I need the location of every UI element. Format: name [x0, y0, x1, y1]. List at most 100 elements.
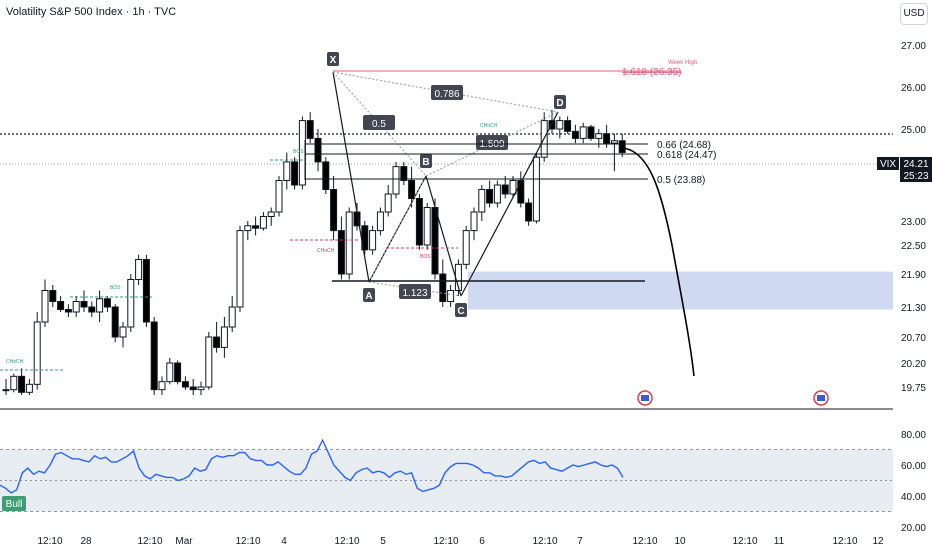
- symbol-tag: [877, 157, 899, 170]
- candle-down-body: [306, 120, 314, 139]
- candle: [564, 116, 572, 134]
- price-axis-tick: 20.20: [901, 359, 926, 370]
- candle: [64, 304, 72, 317]
- price-tag: [900, 157, 932, 182]
- candle: [205, 332, 213, 390]
- candle: [579, 122, 587, 144]
- candle: [400, 161, 408, 185]
- candle: [501, 176, 509, 199]
- time-axis-tick: 12:10: [235, 536, 260, 547]
- candle: [556, 116, 564, 139]
- candle-down-body: [548, 120, 556, 130]
- candle: [150, 317, 158, 395]
- candle-down-body: [103, 298, 111, 308]
- candle: [259, 212, 267, 231]
- ratio-badge: [363, 115, 395, 130]
- candle-down-body: [415, 198, 423, 246]
- bos-label: BOS: [420, 254, 431, 260]
- candle-up-body: [532, 156, 540, 222]
- symbol-tag-label: VIX: [880, 159, 896, 170]
- candle: [337, 216, 345, 280]
- rsi-axis-tick: 20.00: [901, 523, 926, 534]
- pattern-leg: [425, 175, 462, 297]
- candle: [431, 198, 439, 280]
- candle-up-body: [369, 230, 377, 251]
- candle: [166, 357, 174, 385]
- pattern-point-badge: [363, 288, 375, 302]
- price-axis-tick: 26.00: [901, 83, 926, 94]
- price-axis-tick: 21.90: [901, 270, 926, 281]
- candle-down-body: [88, 306, 96, 313]
- candle-down-body: [150, 321, 158, 391]
- pattern-point-badge: [420, 154, 432, 168]
- candle: [10, 373, 18, 393]
- time-axis-tick: 5: [380, 536, 386, 547]
- candle: [283, 152, 291, 190]
- choch-label: CHoCH: [317, 248, 335, 254]
- time-axis-tick: 12:10: [732, 536, 757, 547]
- bull-badge: [2, 496, 26, 511]
- candle: [548, 110, 556, 134]
- candle-down-body: [431, 207, 439, 275]
- candle: [96, 290, 104, 322]
- candle-down-body: [525, 202, 533, 222]
- candle: [486, 180, 494, 208]
- candle: [595, 129, 603, 148]
- candle: [72, 296, 80, 317]
- candle-down-body: [49, 290, 57, 302]
- pattern-ratio-line: [368, 175, 427, 283]
- candle: [291, 157, 299, 190]
- candle-up-body: [96, 298, 104, 313]
- candle: [408, 166, 416, 208]
- pattern-point-label: C: [457, 306, 464, 317]
- candle: [49, 285, 57, 307]
- candle: [532, 152, 540, 224]
- candle-up-body: [244, 225, 252, 232]
- projection-path: [621, 147, 695, 377]
- candle: [314, 129, 322, 172]
- time-axis-tick: 28: [80, 536, 92, 547]
- candle: [415, 194, 423, 250]
- candle-down-body: [18, 375, 26, 393]
- candle-up-body: [166, 362, 174, 383]
- candle-down-body: [439, 273, 447, 302]
- rsi-line: [0, 438, 624, 494]
- candle: [181, 376, 189, 390]
- us-flag-icon-fill: [817, 395, 825, 401]
- candle: [462, 225, 470, 270]
- candle-up-body: [267, 211, 275, 217]
- candle-up-body: [595, 133, 603, 139]
- time-axis-tick: 4: [281, 536, 287, 547]
- candle: [470, 207, 478, 241]
- candle: [439, 259, 447, 307]
- candle-down-body: [80, 301, 88, 308]
- candle: [41, 279, 49, 327]
- candle-down-body: [314, 137, 322, 163]
- pattern-point-label: B: [422, 157, 429, 168]
- pattern-point-badge: [327, 52, 339, 66]
- us-flag-icon-fill: [641, 395, 649, 401]
- candle: [33, 312, 41, 390]
- time-axis-tick: 12:10: [532, 536, 557, 547]
- candle: [197, 381, 205, 395]
- pattern-point-badge: [455, 303, 467, 317]
- candle-up-body: [158, 381, 166, 391]
- candle-up-body: [392, 166, 400, 195]
- candle: [618, 133, 626, 158]
- time-axis-tick: 12: [872, 536, 884, 547]
- candle: [509, 176, 517, 199]
- candle-down-body: [486, 189, 494, 204]
- candle: [517, 171, 525, 208]
- currency-button[interactable]: USD: [900, 3, 928, 25]
- candle-down-body: [571, 130, 579, 139]
- time-axis-tick: 10: [674, 536, 686, 547]
- candle: [57, 296, 65, 312]
- candle-up-body: [2, 389, 10, 392]
- candle: [376, 207, 384, 236]
- candle-up-body: [345, 211, 353, 275]
- candle: [571, 124, 579, 144]
- candle-up-body: [236, 230, 244, 308]
- candle: [103, 296, 111, 312]
- candle-down-body: [618, 140, 626, 153]
